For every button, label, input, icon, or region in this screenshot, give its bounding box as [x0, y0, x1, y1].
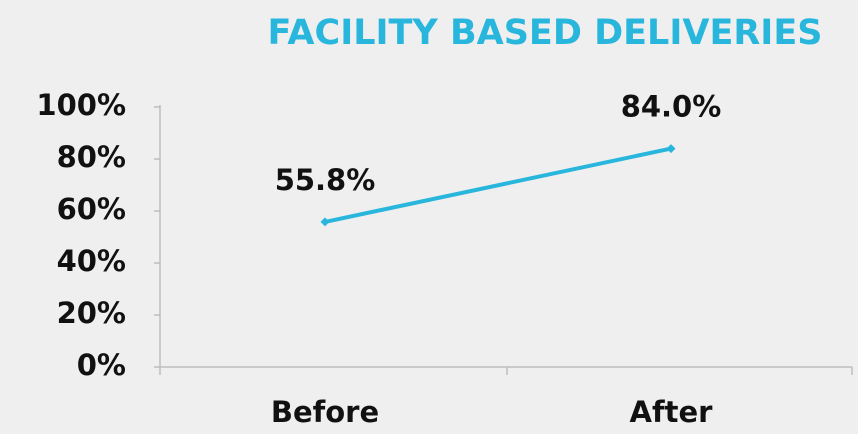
chart-title: FACILITY BASED DELIVERIES	[268, 13, 823, 53]
y-tick-label: 60%	[57, 192, 126, 226]
data-label: 55.8%	[275, 163, 376, 197]
y-tick-label: 40%	[57, 244, 126, 278]
data-label: 84.0%	[621, 90, 722, 124]
y-tick-label: 0%	[77, 348, 126, 382]
line	[324, 146, 672, 224]
marker	[320, 217, 330, 227]
x-tick-label: Before	[271, 395, 379, 429]
x-tick-label: After	[630, 395, 714, 429]
y-tick-label: 100%	[36, 88, 126, 122]
y-tick-label: 80%	[57, 140, 126, 174]
y-tick-label: 20%	[57, 296, 126, 330]
marker	[666, 144, 676, 154]
